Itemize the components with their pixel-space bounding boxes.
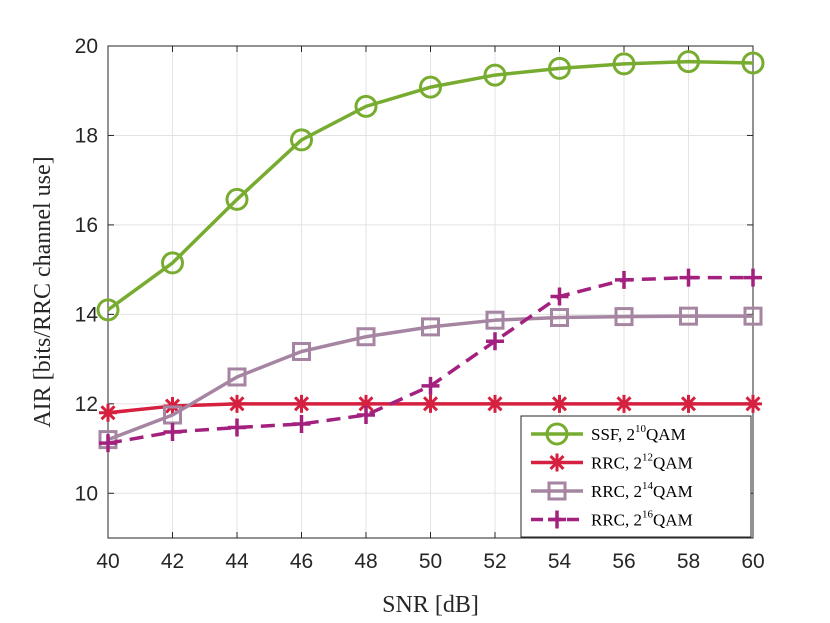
legend-marker xyxy=(548,453,566,472)
data-point xyxy=(744,394,762,413)
axes: 40 42 44 46 48 50 52 54 56 58 60 10 12 14 16 18 20 xyxy=(75,35,765,573)
data-point xyxy=(679,268,698,287)
legend-label-exponent: 14 xyxy=(642,480,654,492)
legend-label-base: RRC, 2 xyxy=(591,482,642,501)
x-tick-label: 48 xyxy=(354,550,377,573)
data-point xyxy=(743,306,763,326)
series-line xyxy=(106,59,754,312)
legend-label-base: SSF, 2 xyxy=(591,425,635,444)
data-point xyxy=(744,268,762,287)
legend-label-exponent: 12 xyxy=(642,452,653,464)
data-point xyxy=(292,341,311,361)
data-point xyxy=(614,307,634,327)
data-point xyxy=(225,187,249,211)
x-tick-label: 50 xyxy=(419,550,442,573)
data-point xyxy=(612,52,636,76)
x-tick-label: 54 xyxy=(548,550,572,573)
data-point xyxy=(421,394,440,413)
data-point xyxy=(421,376,440,395)
data-point xyxy=(292,394,311,413)
y-tick-label: 18 xyxy=(75,124,98,147)
legend-marker xyxy=(547,481,567,501)
legend-label: SSF, 210QAM xyxy=(591,423,686,444)
series-layer xyxy=(96,50,765,453)
y-axis-title: AIR [bits/RRC channel use] xyxy=(30,156,56,427)
data-point xyxy=(679,306,698,326)
data-point xyxy=(550,307,569,327)
y-tick-label: 14 xyxy=(75,303,99,326)
series-line xyxy=(107,314,753,442)
x-tick-label: 52 xyxy=(483,550,506,573)
data-point xyxy=(550,394,569,413)
data-point xyxy=(228,394,246,413)
y-tick-label: 20 xyxy=(75,35,98,58)
data-point xyxy=(677,50,700,74)
data-point xyxy=(228,418,246,437)
legend-entry: SSF, 210QAM xyxy=(531,422,686,446)
data-point xyxy=(679,394,698,413)
x-tick-label: 42 xyxy=(161,550,184,573)
data-point xyxy=(615,394,633,413)
legend-label-exponent: 10 xyxy=(635,423,647,435)
data-point xyxy=(356,327,376,347)
x-tick-label: 46 xyxy=(290,550,313,573)
x-tick-label: 58 xyxy=(677,550,700,573)
x-tick-label: 40 xyxy=(96,550,119,573)
data-point xyxy=(99,434,117,453)
data-point xyxy=(161,251,184,275)
x-tick-label: 56 xyxy=(612,550,635,573)
legend-entry: RRC, 214QAM xyxy=(531,480,693,501)
data-point xyxy=(421,317,440,337)
legend-label: RRC, 214QAM xyxy=(591,480,693,501)
legend-entry: RRC, 212QAM xyxy=(531,452,693,473)
y-tick-label: 12 xyxy=(75,393,98,416)
data-point xyxy=(483,63,507,87)
legend-label: RRC, 216QAM xyxy=(591,509,693,530)
legend-label-base: RRC, 2 xyxy=(591,454,642,473)
data-point xyxy=(486,394,504,413)
data-point xyxy=(615,270,633,289)
legend-label-base: RRC, 2 xyxy=(591,511,642,530)
data-point xyxy=(292,414,311,433)
x-axis-title: SNR [dB] xyxy=(382,592,479,618)
data-point xyxy=(99,403,117,422)
legend-label-suffix: QAM xyxy=(653,482,693,501)
data-point xyxy=(227,367,247,387)
data-point xyxy=(357,394,375,413)
legend-marker xyxy=(548,510,566,529)
data-point xyxy=(486,332,504,351)
data-point xyxy=(354,94,378,118)
legend-label-suffix: QAM xyxy=(646,425,686,444)
data-point xyxy=(96,298,120,322)
y-tick-label: 16 xyxy=(75,214,98,237)
legend-box xyxy=(520,415,752,538)
legend-label-exponent: 16 xyxy=(642,509,654,521)
data-point xyxy=(290,128,313,152)
legend-marker xyxy=(545,422,569,446)
data-point xyxy=(485,310,505,330)
legend-label-suffix: QAM xyxy=(653,511,693,530)
grid xyxy=(107,45,754,538)
data-point xyxy=(163,422,182,441)
legend-label-suffix: QAM xyxy=(653,454,693,473)
data-point xyxy=(419,75,442,99)
legend-entry: RRC, 216QAM xyxy=(531,509,693,530)
data-point xyxy=(550,287,569,306)
series-3 xyxy=(98,306,763,450)
y-tick-label: 10 xyxy=(75,482,98,505)
legend-label: RRC, 212QAM xyxy=(591,452,693,473)
series-1 xyxy=(96,50,765,322)
data-point xyxy=(548,56,571,80)
series-4 xyxy=(99,268,762,453)
data-point xyxy=(741,51,765,75)
x-tick-label: 60 xyxy=(741,550,764,573)
x-tick-label: 44 xyxy=(225,550,249,573)
data-point xyxy=(357,406,375,424)
